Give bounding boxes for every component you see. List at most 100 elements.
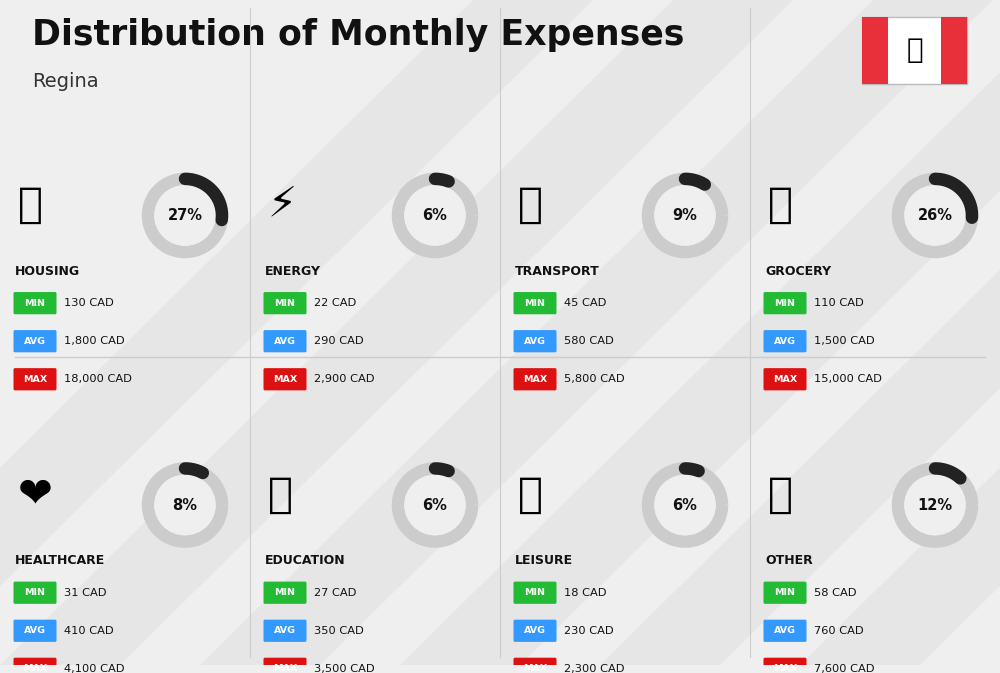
- FancyBboxPatch shape: [764, 658, 807, 673]
- Text: 2,300 CAD: 2,300 CAD: [564, 664, 624, 673]
- FancyBboxPatch shape: [264, 292, 306, 314]
- Circle shape: [905, 475, 965, 534]
- Text: 45 CAD: 45 CAD: [564, 298, 606, 308]
- FancyBboxPatch shape: [764, 581, 807, 604]
- Text: 130 CAD: 130 CAD: [64, 298, 114, 308]
- Text: 410 CAD: 410 CAD: [64, 626, 114, 636]
- Text: 6%: 6%: [423, 497, 447, 513]
- Circle shape: [155, 475, 215, 534]
- Circle shape: [405, 475, 465, 534]
- Text: MIN: MIN: [524, 299, 546, 308]
- Text: 6%: 6%: [423, 208, 447, 223]
- FancyBboxPatch shape: [514, 368, 556, 390]
- Text: ❤: ❤: [18, 473, 53, 516]
- Polygon shape: [0, 0, 593, 665]
- Text: 🏢: 🏢: [18, 184, 43, 226]
- Polygon shape: [200, 0, 993, 665]
- FancyBboxPatch shape: [264, 620, 306, 642]
- FancyBboxPatch shape: [514, 581, 556, 604]
- Text: MIN: MIN: [774, 588, 796, 597]
- Text: 22 CAD: 22 CAD: [314, 298, 356, 308]
- Text: MAX: MAX: [23, 664, 47, 673]
- FancyBboxPatch shape: [264, 330, 306, 353]
- Text: 31 CAD: 31 CAD: [64, 588, 106, 598]
- Text: OTHER: OTHER: [765, 555, 813, 567]
- Bar: [862, 17, 888, 84]
- Text: GROCERY: GROCERY: [765, 265, 831, 278]
- Text: AVG: AVG: [774, 336, 796, 346]
- FancyBboxPatch shape: [14, 620, 57, 642]
- Text: HEALTHCARE: HEALTHCARE: [15, 555, 105, 567]
- Text: 1,500 CAD: 1,500 CAD: [814, 336, 875, 346]
- Text: 18,000 CAD: 18,000 CAD: [64, 374, 132, 384]
- Text: MAX: MAX: [773, 664, 797, 673]
- FancyBboxPatch shape: [14, 368, 57, 390]
- Text: MAX: MAX: [23, 375, 47, 384]
- Text: 18 CAD: 18 CAD: [564, 588, 606, 598]
- Text: 3,500 CAD: 3,500 CAD: [314, 664, 375, 673]
- Text: LEISURE: LEISURE: [515, 555, 573, 567]
- Text: AVG: AVG: [24, 627, 46, 635]
- FancyBboxPatch shape: [514, 620, 556, 642]
- Text: 58 CAD: 58 CAD: [814, 588, 856, 598]
- Text: TRANSPORT: TRANSPORT: [515, 265, 600, 278]
- Text: 7,600 CAD: 7,600 CAD: [814, 664, 874, 673]
- Text: EDUCATION: EDUCATION: [265, 555, 346, 567]
- Text: 🛍: 🛍: [518, 473, 543, 516]
- Text: 230 CAD: 230 CAD: [564, 626, 614, 636]
- Text: MAX: MAX: [273, 664, 297, 673]
- Circle shape: [655, 475, 715, 534]
- FancyBboxPatch shape: [764, 330, 807, 353]
- Text: AVG: AVG: [274, 336, 296, 346]
- Text: Regina: Regina: [32, 72, 99, 91]
- Text: 350 CAD: 350 CAD: [314, 626, 364, 636]
- Text: 27 CAD: 27 CAD: [314, 588, 356, 598]
- Text: 🛒: 🛒: [768, 184, 793, 226]
- Text: 12%: 12%: [917, 497, 953, 513]
- FancyBboxPatch shape: [14, 581, 57, 604]
- Text: AVG: AVG: [524, 627, 546, 635]
- Text: MIN: MIN: [524, 588, 546, 597]
- Text: AVG: AVG: [774, 627, 796, 635]
- Text: 9%: 9%: [673, 208, 697, 223]
- Text: 2,900 CAD: 2,900 CAD: [314, 374, 374, 384]
- Text: MAX: MAX: [273, 375, 297, 384]
- Text: Distribution of Monthly Expenses: Distribution of Monthly Expenses: [32, 17, 684, 52]
- Circle shape: [905, 186, 965, 245]
- Circle shape: [155, 186, 215, 245]
- Text: 27%: 27%: [168, 208, 202, 223]
- FancyBboxPatch shape: [14, 292, 57, 314]
- FancyBboxPatch shape: [514, 330, 556, 353]
- Text: MIN: MIN: [274, 299, 296, 308]
- Text: MIN: MIN: [24, 588, 46, 597]
- FancyBboxPatch shape: [764, 620, 807, 642]
- Text: MAX: MAX: [523, 664, 547, 673]
- FancyBboxPatch shape: [14, 658, 57, 673]
- Text: 🎓: 🎓: [268, 473, 293, 516]
- Text: HOUSING: HOUSING: [15, 265, 80, 278]
- Text: 290 CAD: 290 CAD: [314, 336, 364, 346]
- FancyBboxPatch shape: [514, 292, 556, 314]
- FancyBboxPatch shape: [514, 658, 556, 673]
- Text: 💰: 💰: [768, 473, 793, 516]
- FancyBboxPatch shape: [764, 368, 807, 390]
- FancyBboxPatch shape: [14, 330, 57, 353]
- Text: ENERGY: ENERGY: [265, 265, 321, 278]
- FancyBboxPatch shape: [264, 581, 306, 604]
- Polygon shape: [0, 0, 793, 665]
- Text: 5,800 CAD: 5,800 CAD: [564, 374, 625, 384]
- Text: MIN: MIN: [24, 299, 46, 308]
- Polygon shape: [800, 0, 1000, 665]
- Text: ⚡: ⚡: [268, 184, 297, 226]
- Text: 26%: 26%: [918, 208, 952, 223]
- Text: 110 CAD: 110 CAD: [814, 298, 864, 308]
- Polygon shape: [400, 0, 1000, 665]
- Text: MIN: MIN: [274, 588, 296, 597]
- Text: 580 CAD: 580 CAD: [564, 336, 614, 346]
- Polygon shape: [600, 0, 1000, 665]
- FancyBboxPatch shape: [264, 658, 306, 673]
- Text: 1,800 CAD: 1,800 CAD: [64, 336, 125, 346]
- Text: 6%: 6%: [673, 497, 697, 513]
- Text: 🍁: 🍁: [906, 36, 923, 65]
- Text: MAX: MAX: [773, 375, 797, 384]
